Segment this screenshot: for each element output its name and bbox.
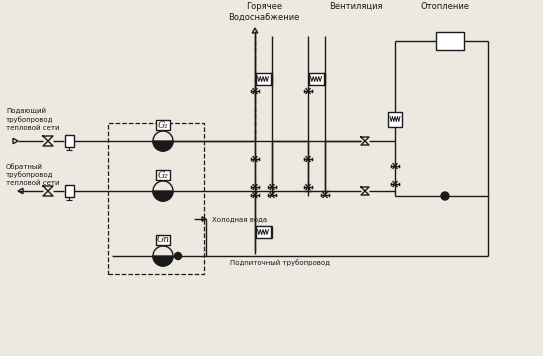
Bar — [156, 120, 170, 130]
Bar — [256, 226, 270, 238]
Circle shape — [441, 192, 449, 200]
Circle shape — [174, 252, 181, 260]
Bar — [436, 32, 464, 50]
Text: Обратный
трубопровод
тепловой сети: Обратный трубопровод тепловой сети — [6, 163, 60, 186]
Bar — [65, 135, 73, 147]
Bar — [308, 73, 324, 85]
Polygon shape — [153, 256, 173, 266]
Polygon shape — [153, 191, 173, 201]
Text: G₂: G₂ — [157, 171, 168, 179]
Text: Холодная вода: Холодная вода — [212, 216, 267, 222]
Bar — [156, 235, 170, 245]
Bar — [108, 123, 204, 274]
Text: Gп: Gп — [156, 236, 169, 245]
Bar — [256, 73, 270, 85]
Bar — [65, 185, 73, 197]
Bar — [156, 170, 170, 180]
Text: Отопление: Отопление — [420, 2, 470, 11]
Text: Подающий
трубопровод
тепловой сети: Подающий трубопровод тепловой сети — [6, 108, 60, 131]
Text: G₁: G₁ — [157, 120, 168, 130]
Polygon shape — [153, 141, 173, 151]
Text: Подпиточный трубопровод: Подпиточный трубопровод — [230, 259, 330, 266]
Text: Вентиляция: Вентиляция — [329, 2, 383, 11]
Text: Горячее
Водоснабжение: Горячее Водоснабжение — [228, 2, 300, 21]
Bar — [388, 111, 402, 126]
